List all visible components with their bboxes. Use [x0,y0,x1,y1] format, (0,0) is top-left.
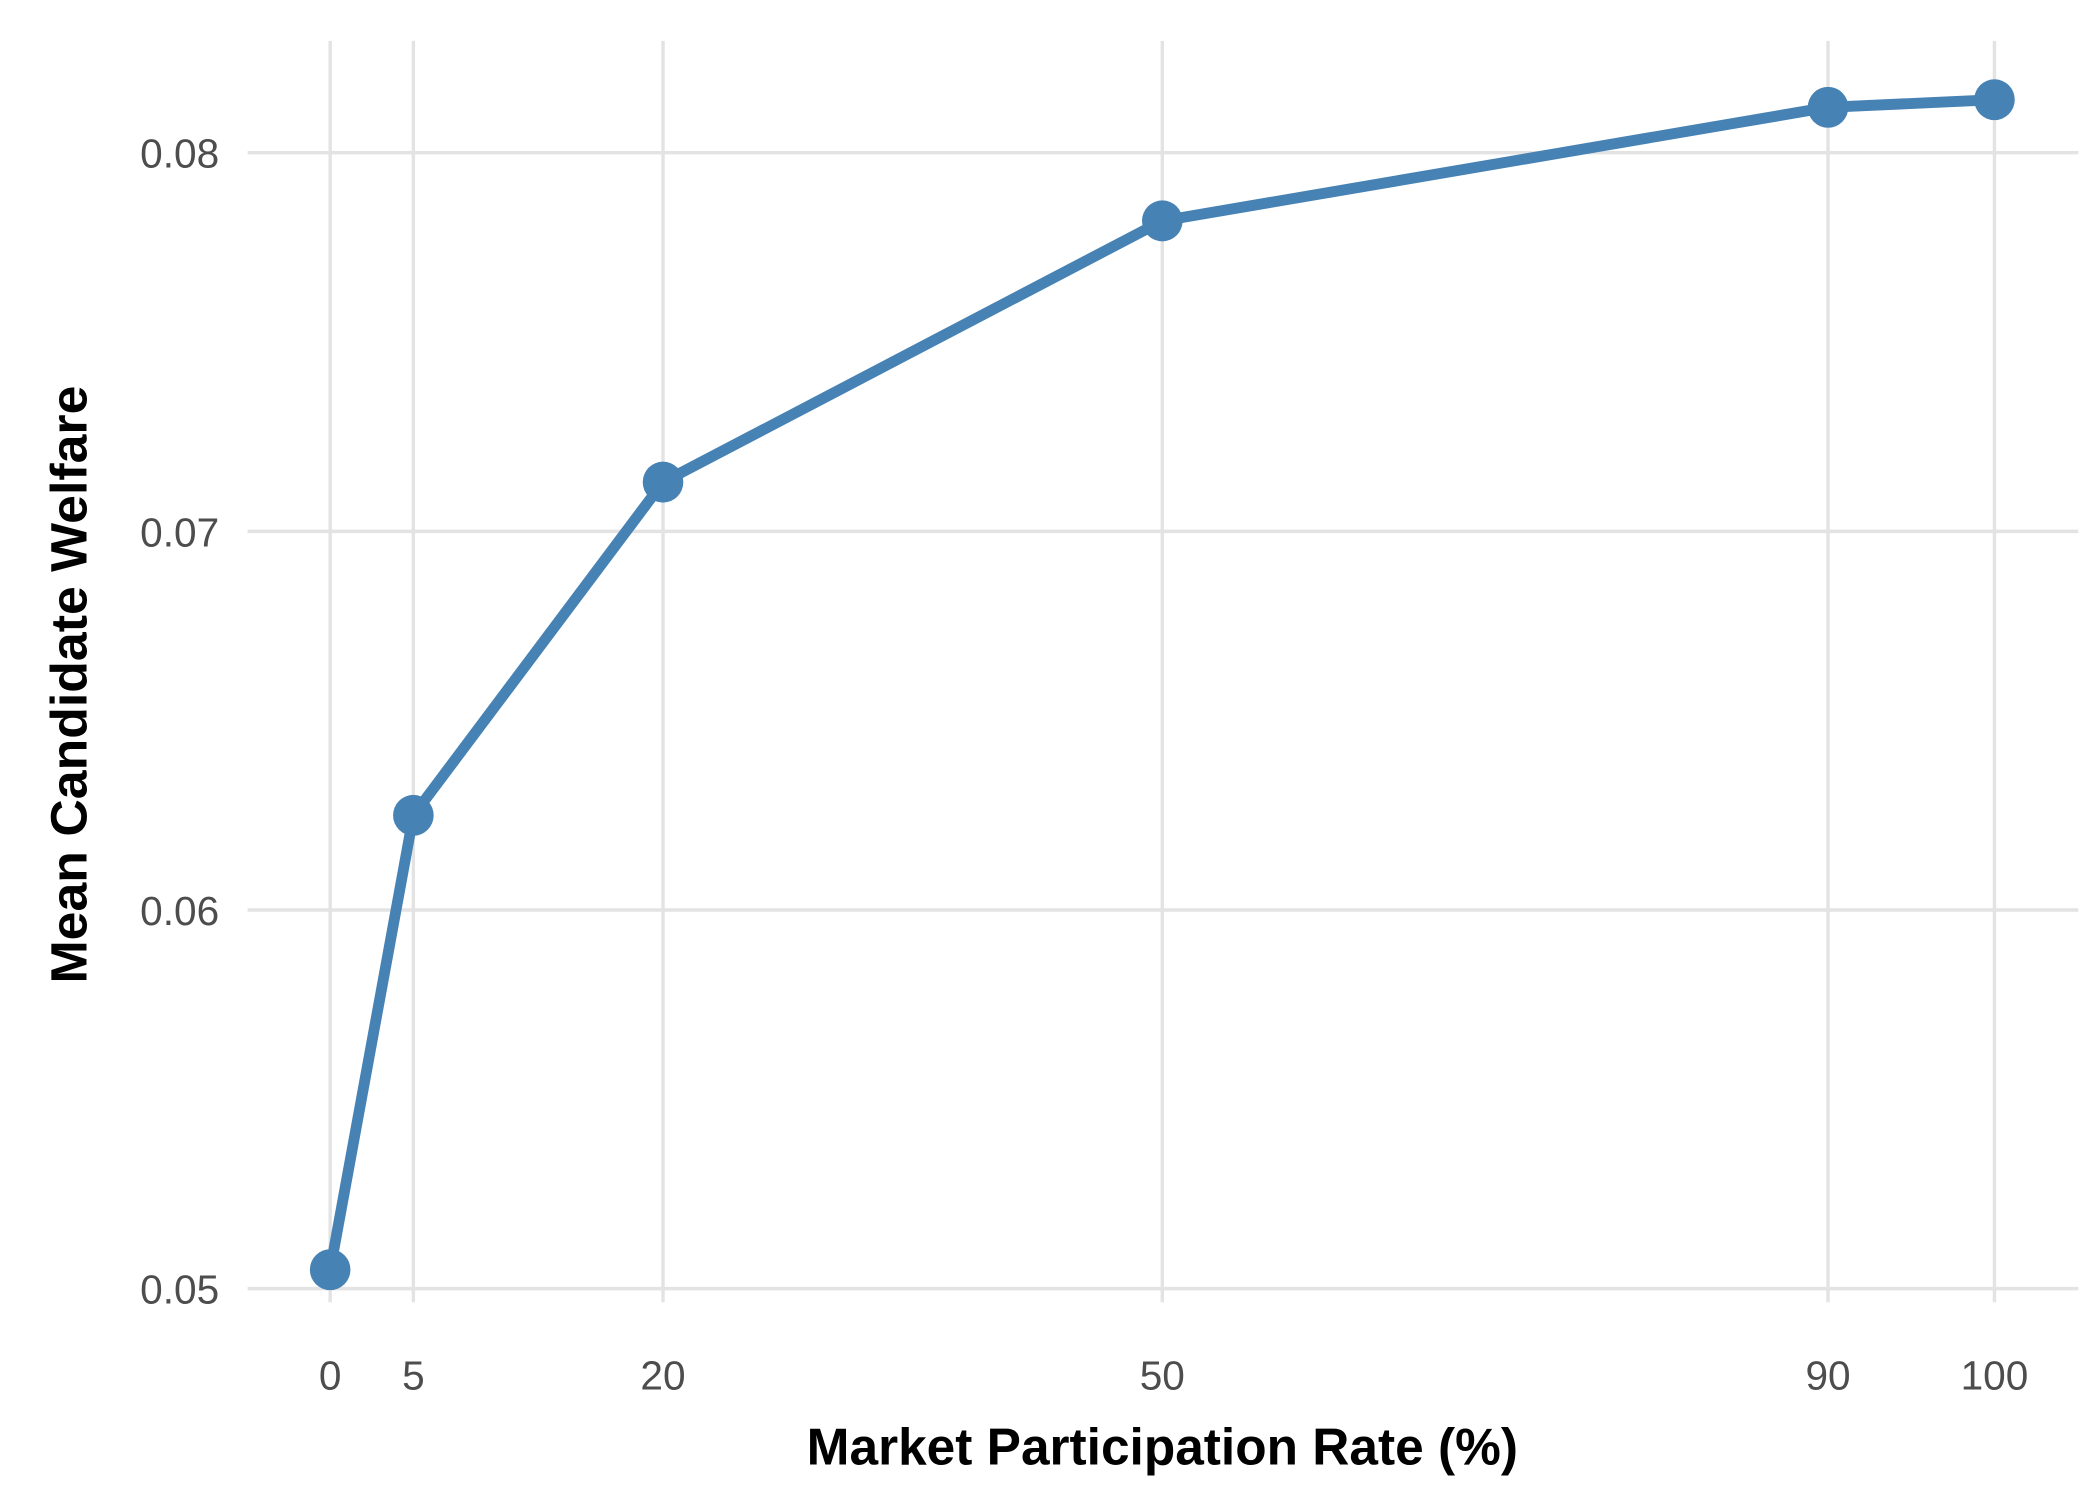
y-tick-label: 0.06 [140,888,219,934]
data-point [642,461,684,503]
data-point [1807,86,1849,128]
x-tick-label: 0 [319,1352,342,1398]
data-point [1142,200,1183,242]
x-tick-label: 20 [640,1352,685,1398]
x-tick-label: 90 [1805,1352,1850,1398]
data-point [309,1249,351,1291]
x-tick-label: 5 [402,1352,425,1398]
data-point [1974,79,2015,121]
series-line [324,94,1995,1271]
y-tick-label: 0.07 [140,509,219,555]
data-point [393,794,434,836]
x-tick-label: 50 [1140,1352,1185,1398]
x-tick-label: 100 [1961,1352,2029,1398]
y-tick-label: 0.08 [140,131,219,177]
y-axis-label: Mean Candidate Welfare [40,386,98,984]
x-axis-label: Market Participation Rate (%) [807,1417,1518,1475]
tick-labels: 0.05 0.06 0.07 0.08 0 5 20 50 90 100 [140,131,2028,1399]
y-tick-label: 0.05 [140,1266,219,1312]
grid [247,40,2079,1303]
data-marks [309,79,2015,1291]
